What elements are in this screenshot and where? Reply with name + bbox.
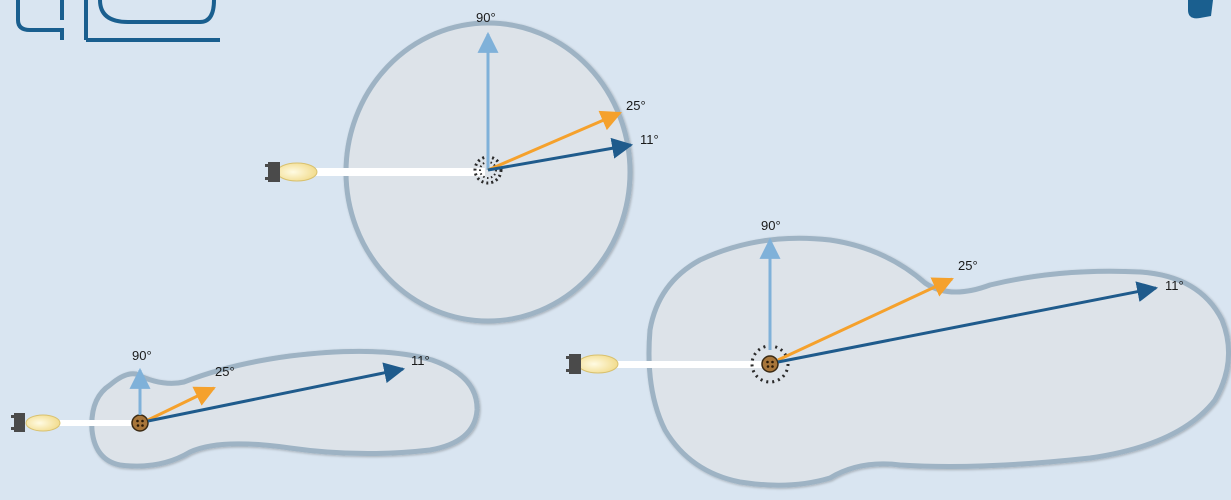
circle-pattern: 90° 25° 11° (265, 10, 659, 324)
label-90: 90° (761, 218, 781, 233)
scatter-source-icon (131, 414, 149, 432)
label-25: 25° (626, 98, 646, 113)
logo-glyph-icon (1188, 0, 1213, 19)
label-11: 11° (640, 132, 659, 147)
radiation-region (646, 235, 1231, 488)
arrow-25 (487, 110, 622, 172)
label-25: 25° (958, 258, 978, 273)
probe-icon (566, 354, 770, 374)
label-11: 11° (411, 353, 430, 368)
arrow-25 (777, 277, 954, 362)
probe-icon (11, 413, 140, 432)
arrow-25 (147, 386, 216, 422)
large-lobe-pattern: 90° 25° 11° (566, 218, 1231, 488)
label-90: 90° (476, 10, 496, 25)
label-11: 11° (1165, 278, 1184, 293)
small-lobe-pattern: 90° 25° 11° (11, 348, 480, 469)
logo-icon (16, 0, 220, 42)
arrow-11 (777, 281, 1159, 364)
arrow-11 (487, 137, 634, 172)
label-90: 90° (132, 348, 152, 363)
label-25: 25° (215, 364, 235, 379)
probe-icon (265, 162, 485, 182)
radiation-region (89, 348, 480, 469)
arrow-11 (147, 362, 406, 423)
